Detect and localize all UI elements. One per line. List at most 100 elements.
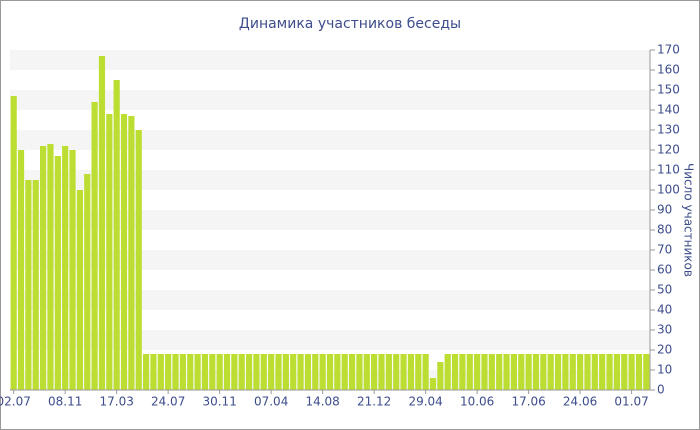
bar: [635, 354, 643, 390]
grid-band: [10, 250, 650, 270]
bar: [554, 354, 562, 390]
bar: [268, 354, 275, 390]
bar: [194, 354, 201, 390]
bar: [510, 354, 517, 390]
x-tick-label: 21.12: [357, 395, 391, 409]
bar: [385, 354, 392, 390]
bar: [120, 114, 128, 390]
y-tick-label: 110: [657, 163, 680, 177]
bar: [201, 354, 209, 390]
bar: [10, 96, 17, 390]
bar: [496, 354, 503, 390]
y-tick-label: 140: [657, 103, 680, 117]
y-tick-label: 150: [657, 83, 680, 97]
y-tick-label: 20: [657, 343, 672, 357]
grid-band: [10, 130, 650, 150]
bar: [407, 354, 415, 390]
bar: [326, 354, 334, 390]
bar: [400, 354, 407, 390]
y-tick-label: 130: [657, 123, 680, 137]
bar: [371, 354, 378, 390]
y-tick-label: 80: [657, 223, 672, 237]
bar: [231, 354, 238, 390]
bar: [569, 354, 576, 390]
bar: [628, 354, 635, 390]
x-tick-label: 29.04: [408, 395, 442, 409]
bar: [47, 144, 54, 390]
bar: [540, 354, 547, 390]
bar: [613, 354, 620, 390]
bar: [25, 180, 32, 390]
bar: [17, 150, 25, 390]
y-tick-label: 160: [657, 63, 680, 77]
bar: [356, 354, 363, 390]
bar: [282, 354, 289, 390]
bar: [474, 354, 481, 390]
bar: [297, 354, 304, 390]
grid-band: [10, 210, 650, 230]
grid-band: [10, 290, 650, 310]
bar: [341, 354, 348, 390]
bar: [319, 354, 326, 390]
y-tick-label: 60: [657, 263, 672, 277]
chart-title: Динамика участников беседы: [239, 16, 461, 32]
y-tick-label: 170: [657, 43, 680, 57]
bar: [643, 354, 650, 390]
bar: [429, 378, 437, 390]
y-axis-label: Число участников: [682, 163, 696, 277]
x-tick-label: 17.06: [511, 395, 545, 409]
bar: [621, 354, 628, 390]
bar: [488, 354, 495, 390]
bar: [481, 354, 488, 390]
bar: [584, 354, 591, 390]
bar: [54, 156, 61, 390]
x-tick-label: 24.07: [151, 395, 185, 409]
y-tick-label: 120: [657, 143, 680, 157]
y-tick-label: 30: [657, 323, 672, 337]
bar: [135, 130, 142, 390]
bar: [216, 354, 223, 390]
bar: [562, 354, 569, 390]
bar: [238, 354, 245, 390]
bar: [437, 362, 444, 390]
bar: [113, 80, 120, 390]
x-tick-label: 17.03: [99, 395, 133, 409]
bar: [128, 116, 135, 390]
bar: [179, 354, 186, 390]
bar: [150, 354, 157, 390]
y-tick-label: 100: [657, 183, 680, 197]
bar: [98, 56, 106, 390]
bar: [62, 146, 69, 390]
grid-band: [10, 50, 650, 70]
bar: [393, 354, 400, 390]
bar: [532, 354, 540, 390]
bar: [334, 354, 341, 390]
bar: [172, 354, 179, 390]
bar: [606, 354, 613, 390]
bar: [40, 146, 47, 390]
bar: [312, 354, 319, 390]
bar: [503, 354, 510, 390]
bar: [415, 354, 422, 390]
bar: [84, 174, 91, 390]
grid-band: [10, 170, 650, 190]
grid-band: [10, 90, 650, 110]
x-tick-label: 30.11: [202, 395, 236, 409]
bar: [348, 354, 356, 390]
bar: [599, 354, 606, 390]
bar: [143, 354, 150, 390]
bar: [518, 354, 525, 390]
x-tick-label: 01.07: [614, 395, 648, 409]
bar: [275, 354, 282, 390]
bar: [459, 354, 466, 390]
y-tick-label: 90: [657, 203, 672, 217]
bar: [187, 354, 194, 390]
bar: [304, 354, 312, 390]
x-tick-label: 08.11: [48, 395, 82, 409]
bar: [245, 354, 253, 390]
bar: [577, 354, 584, 390]
bar: [451, 354, 459, 390]
bar: [466, 354, 473, 390]
bar: [260, 354, 267, 390]
